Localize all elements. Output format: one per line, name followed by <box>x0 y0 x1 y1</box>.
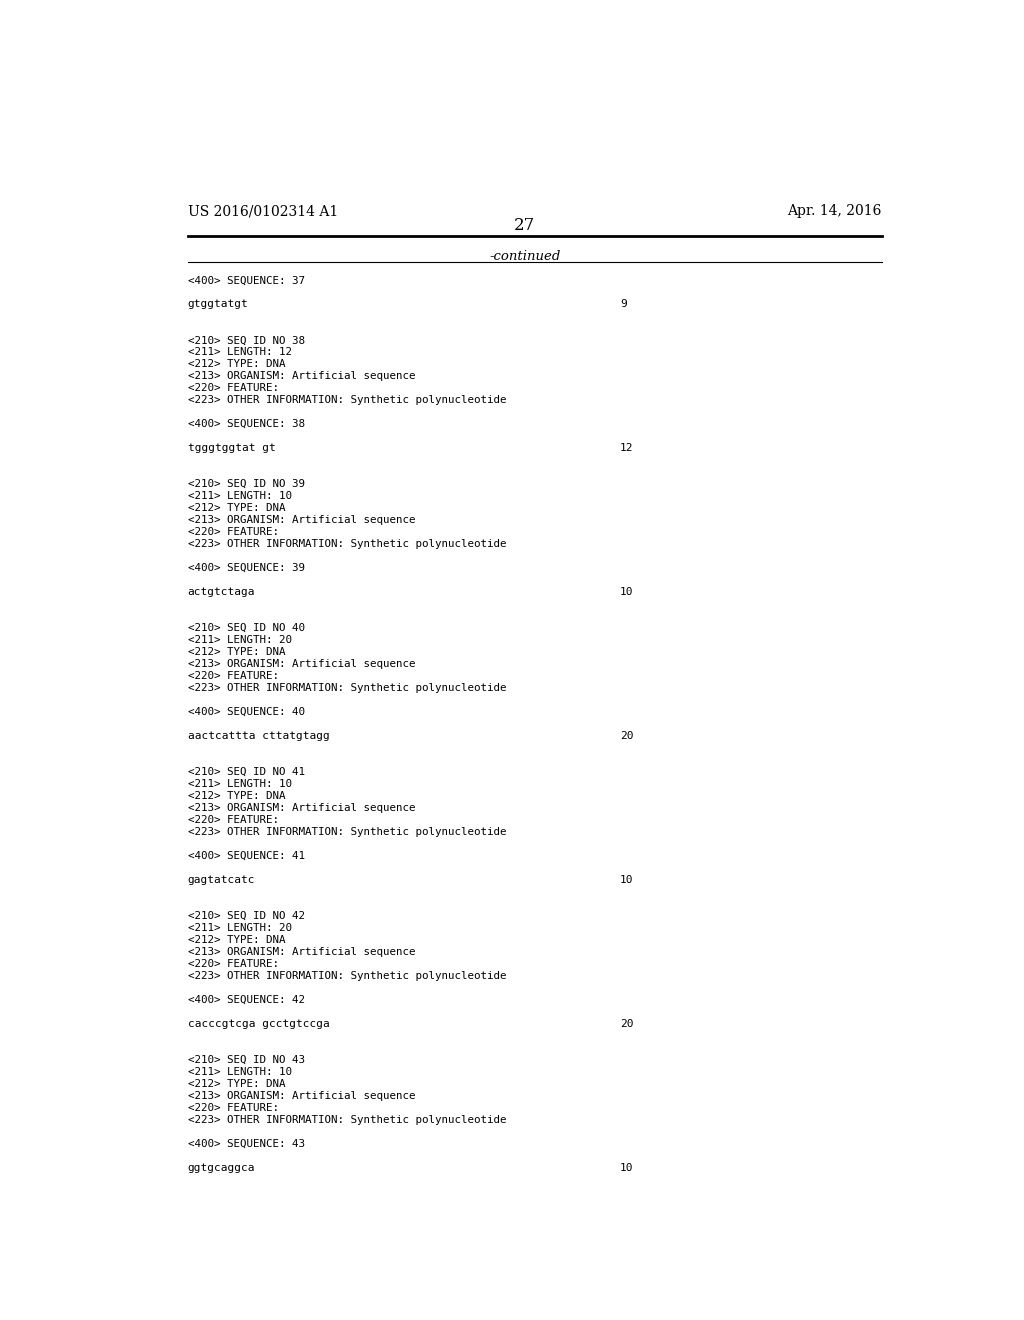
Text: <400> SEQUENCE: 42: <400> SEQUENCE: 42 <box>187 995 304 1005</box>
Text: <212> TYPE: DNA: <212> TYPE: DNA <box>187 503 285 513</box>
Text: 9: 9 <box>620 300 627 309</box>
Text: gtggtatgt: gtggtatgt <box>187 300 248 309</box>
Text: <211> LENGTH: 10: <211> LENGTH: 10 <box>187 779 292 789</box>
Text: <210> SEQ ID NO 39: <210> SEQ ID NO 39 <box>187 479 304 490</box>
Text: <223> OTHER INFORMATION: Synthetic polynucleotide: <223> OTHER INFORMATION: Synthetic polyn… <box>187 395 506 405</box>
Text: <220> FEATURE:: <220> FEATURE: <box>187 383 279 393</box>
Text: <400> SEQUENCE: 37: <400> SEQUENCE: 37 <box>187 276 304 285</box>
Text: 20: 20 <box>620 1019 634 1028</box>
Text: <213> ORGANISM: Artificial sequence: <213> ORGANISM: Artificial sequence <box>187 659 415 669</box>
Text: <212> TYPE: DNA: <212> TYPE: DNA <box>187 1078 285 1089</box>
Text: <211> LENGTH: 10: <211> LENGTH: 10 <box>187 491 292 502</box>
Text: <210> SEQ ID NO 38: <210> SEQ ID NO 38 <box>187 335 304 346</box>
Text: <220> FEATURE:: <220> FEATURE: <box>187 1102 279 1113</box>
Text: <400> SEQUENCE: 40: <400> SEQUENCE: 40 <box>187 708 304 717</box>
Text: <210> SEQ ID NO 40: <210> SEQ ID NO 40 <box>187 623 304 634</box>
Text: <213> ORGANISM: Artificial sequence: <213> ORGANISM: Artificial sequence <box>187 515 415 525</box>
Text: <223> OTHER INFORMATION: Synthetic polynucleotide: <223> OTHER INFORMATION: Synthetic polyn… <box>187 1115 506 1125</box>
Text: 10: 10 <box>620 875 634 884</box>
Text: 12: 12 <box>620 444 634 453</box>
Text: <212> TYPE: DNA: <212> TYPE: DNA <box>187 647 285 657</box>
Text: <400> SEQUENCE: 38: <400> SEQUENCE: 38 <box>187 420 304 429</box>
Text: <213> ORGANISM: Artificial sequence: <213> ORGANISM: Artificial sequence <box>187 371 415 381</box>
Text: 10: 10 <box>620 1163 634 1172</box>
Text: <211> LENGTH: 10: <211> LENGTH: 10 <box>187 1067 292 1077</box>
Text: <220> FEATURE:: <220> FEATURE: <box>187 527 279 537</box>
Text: US 2016/0102314 A1: US 2016/0102314 A1 <box>187 205 338 218</box>
Text: tgggtggtat gt: tgggtggtat gt <box>187 444 275 453</box>
Text: aactcattta cttatgtagg: aactcattta cttatgtagg <box>187 731 330 741</box>
Text: 27: 27 <box>514 218 536 235</box>
Text: <223> OTHER INFORMATION: Synthetic polynucleotide: <223> OTHER INFORMATION: Synthetic polyn… <box>187 828 506 837</box>
Text: actgtctaga: actgtctaga <box>187 587 255 597</box>
Text: <211> LENGTH: 20: <211> LENGTH: 20 <box>187 635 292 645</box>
Text: <212> TYPE: DNA: <212> TYPE: DNA <box>187 359 285 370</box>
Text: <223> OTHER INFORMATION: Synthetic polynucleotide: <223> OTHER INFORMATION: Synthetic polyn… <box>187 539 506 549</box>
Text: ggtgcaggca: ggtgcaggca <box>187 1163 255 1172</box>
Text: 10: 10 <box>620 587 634 597</box>
Text: <211> LENGTH: 12: <211> LENGTH: 12 <box>187 347 292 358</box>
Text: <213> ORGANISM: Artificial sequence: <213> ORGANISM: Artificial sequence <box>187 803 415 813</box>
Text: <212> TYPE: DNA: <212> TYPE: DNA <box>187 935 285 945</box>
Text: <400> SEQUENCE: 39: <400> SEQUENCE: 39 <box>187 564 304 573</box>
Text: <212> TYPE: DNA: <212> TYPE: DNA <box>187 791 285 801</box>
Text: gagtatcatc: gagtatcatc <box>187 875 255 884</box>
Text: Apr. 14, 2016: Apr. 14, 2016 <box>787 205 882 218</box>
Text: 20: 20 <box>620 731 634 741</box>
Text: <400> SEQUENCE: 41: <400> SEQUENCE: 41 <box>187 851 304 861</box>
Text: <220> FEATURE:: <220> FEATURE: <box>187 814 279 825</box>
Text: <210> SEQ ID NO 42: <210> SEQ ID NO 42 <box>187 911 304 921</box>
Text: <211> LENGTH: 20: <211> LENGTH: 20 <box>187 923 292 933</box>
Text: <400> SEQUENCE: 43: <400> SEQUENCE: 43 <box>187 1139 304 1148</box>
Text: <220> FEATURE:: <220> FEATURE: <box>187 958 279 969</box>
Text: cacccgtcga gcctgtccga: cacccgtcga gcctgtccga <box>187 1019 330 1028</box>
Text: <213> ORGANISM: Artificial sequence: <213> ORGANISM: Artificial sequence <box>187 1090 415 1101</box>
Text: <223> OTHER INFORMATION: Synthetic polynucleotide: <223> OTHER INFORMATION: Synthetic polyn… <box>187 682 506 693</box>
Text: <210> SEQ ID NO 41: <210> SEQ ID NO 41 <box>187 767 304 777</box>
Text: -continued: -continued <box>489 249 560 263</box>
Text: <213> ORGANISM: Artificial sequence: <213> ORGANISM: Artificial sequence <box>187 946 415 957</box>
Text: <220> FEATURE:: <220> FEATURE: <box>187 671 279 681</box>
Text: <223> OTHER INFORMATION: Synthetic polynucleotide: <223> OTHER INFORMATION: Synthetic polyn… <box>187 972 506 981</box>
Text: <210> SEQ ID NO 43: <210> SEQ ID NO 43 <box>187 1055 304 1065</box>
